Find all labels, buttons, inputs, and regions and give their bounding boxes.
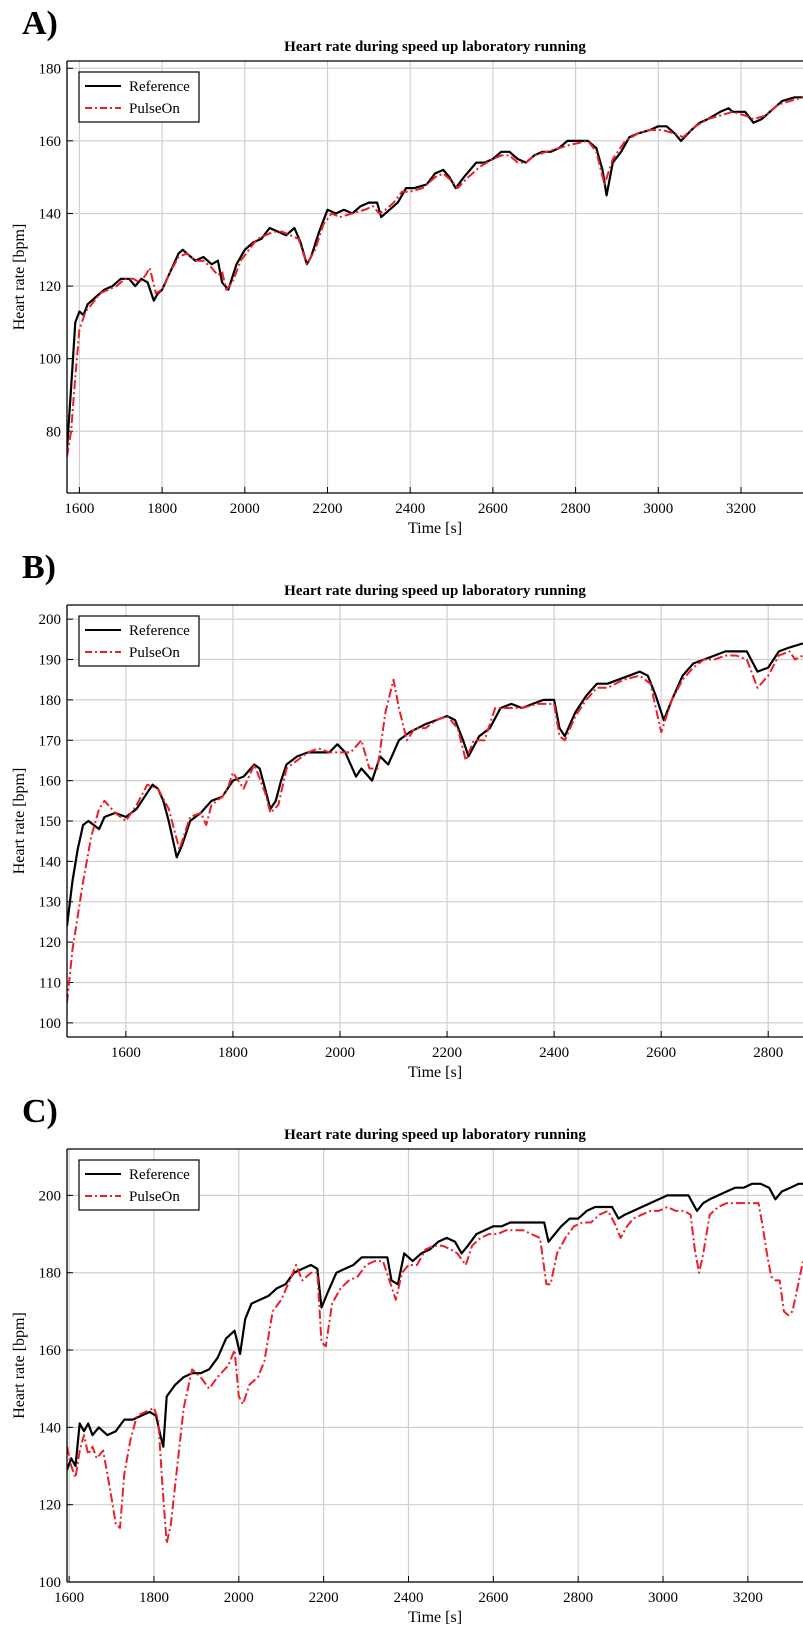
series-group (67, 642, 803, 1003)
x-tick-label: 2000 (230, 501, 260, 517)
chart-panel-c: C) Heart rate during speed up laboratory … (11, 1093, 803, 1626)
legend-label-pulseon: PulseOn (129, 645, 180, 661)
series-line-pulseon (67, 650, 803, 1003)
x-tick-label: 2400 (539, 1045, 569, 1061)
x-axis-label: Time [s] (408, 520, 462, 537)
y-axis-label: Heart rate [bpm] (11, 768, 28, 875)
y-tick-label: 110 (39, 975, 61, 991)
x-tick-label: 2200 (309, 1590, 339, 1606)
y-tick-label: 120 (39, 1498, 62, 1514)
y-axis-label: Heart rate [bpm] (11, 1312, 28, 1419)
series-group (67, 96, 803, 457)
legend-label-pulseon: PulseOn (129, 1189, 180, 1205)
y-tick-label: 140 (39, 206, 62, 222)
x-tick-label: 3000 (643, 501, 673, 517)
legend: Reference PulseOn (78, 71, 200, 123)
legend-box (78, 71, 200, 123)
y-tick-label: 140 (39, 1420, 62, 1436)
y-tick-label: 160 (39, 1343, 62, 1359)
legend: Reference PulseOn (78, 1159, 200, 1211)
x-tick-label: 2400 (393, 1590, 423, 1606)
x-tick-label: 2200 (312, 501, 342, 517)
x-tick-label: 2800 (563, 1590, 593, 1606)
x-tick-label: 2600 (478, 1590, 508, 1606)
legend-label-reference: Reference (129, 1167, 190, 1183)
x-tick-label: 2600 (646, 1045, 676, 1061)
x-tick-label: 2600 (478, 501, 508, 517)
panel-letter: A) (22, 5, 58, 42)
x-axis-label: Time [s] (408, 1064, 462, 1081)
y-tick-label: 160 (39, 774, 62, 790)
y-tick-label: 140 (39, 854, 62, 870)
y-tick-label: 200 (39, 612, 62, 628)
legend: Reference PulseOn (78, 615, 200, 667)
y-tick-label: 200 (39, 1188, 62, 1204)
legend-label-reference: Reference (129, 79, 190, 95)
chart-title: Heart rate during speed up laboratory ru… (284, 583, 586, 599)
chart-title: Heart rate during speed up laboratory ru… (284, 1127, 586, 1143)
x-tick-label: 2200 (432, 1045, 462, 1061)
y-tick-label: 180 (39, 1266, 62, 1282)
x-tick-label: 1600 (64, 501, 94, 517)
series-line-pulseon (67, 1202, 803, 1545)
x-tick-label: 1600 (111, 1045, 141, 1061)
chart-panel-b: B) Heart rate during speed up laboratory … (11, 549, 803, 1081)
x-tick-label: 1600 (54, 1590, 84, 1606)
panel-letter: B) (22, 549, 56, 586)
y-tick-label: 100 (39, 1575, 62, 1591)
y-tick-label: 80 (46, 424, 61, 440)
series-line-reference (67, 642, 803, 927)
y-tick-label: 100 (39, 1016, 62, 1032)
x-tick-label: 2800 (561, 501, 591, 517)
chart-panel-a: A) Heart rate during speed up laboratory … (11, 5, 803, 537)
chart-title: Heart rate during speed up laboratory ru… (284, 39, 586, 55)
x-tick-label: 2000 (325, 1045, 355, 1061)
panel-letter: C) (22, 1093, 58, 1130)
x-tick-label: 1800 (147, 501, 177, 517)
x-tick-label: 1800 (218, 1045, 248, 1061)
x-tick-label: 3200 (726, 501, 756, 517)
x-tick-label: 3200 (733, 1590, 763, 1606)
y-tick-label: 180 (39, 61, 62, 77)
x-tick-label: 2800 (753, 1045, 783, 1061)
x-tick-label: 3000 (648, 1590, 678, 1606)
y-tick-label: 120 (39, 935, 62, 951)
series-line-pulseon (67, 96, 803, 457)
legend-label-pulseon: PulseOn (129, 101, 180, 117)
legend-box (78, 1159, 200, 1211)
plot-area (67, 1149, 803, 1582)
y-tick-label: 120 (39, 279, 62, 295)
y-tick-label: 130 (39, 895, 62, 911)
x-tick-label: 1800 (139, 1590, 169, 1606)
y-tick-label: 180 (39, 693, 62, 709)
y-tick-label: 100 (39, 352, 62, 368)
x-tick-label: 2400 (395, 501, 425, 517)
x-tick-label: 2000 (224, 1590, 254, 1606)
series-line-reference (67, 1182, 803, 1471)
x-axis-label: Time [s] (408, 1609, 462, 1626)
y-tick-label: 190 (39, 653, 62, 669)
y-tick-label: 160 (39, 134, 62, 150)
series-line-reference (67, 96, 803, 450)
plot-area (67, 61, 803, 493)
y-tick-label: 150 (39, 814, 62, 830)
series-group (67, 1182, 803, 1545)
y-tick-label: 170 (39, 733, 62, 749)
legend-box (78, 615, 200, 667)
legend-label-reference: Reference (129, 623, 190, 639)
y-axis-label: Heart rate [bpm] (11, 224, 28, 331)
